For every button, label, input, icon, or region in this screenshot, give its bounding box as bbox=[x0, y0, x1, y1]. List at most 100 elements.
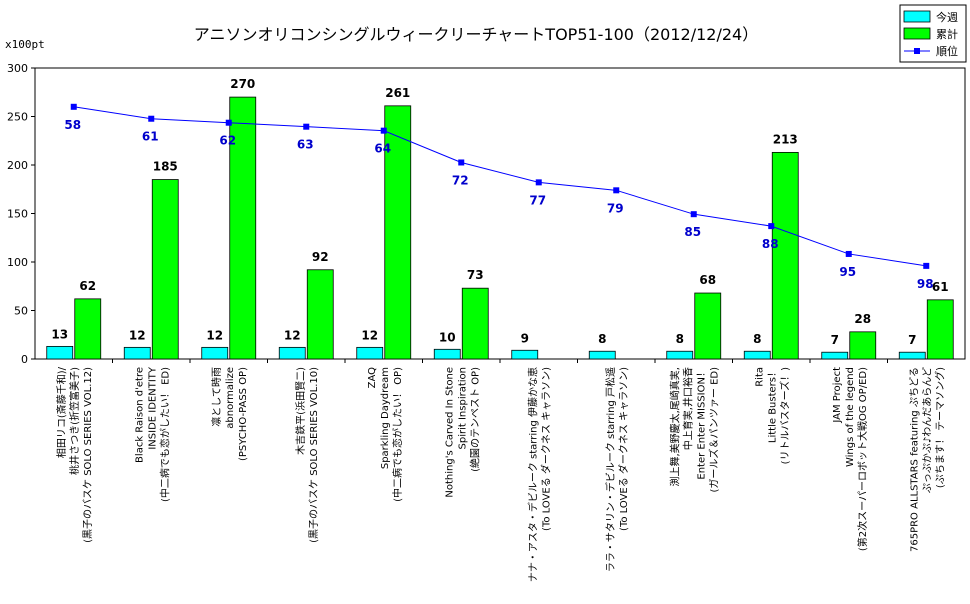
data-label-total: 213 bbox=[773, 132, 798, 146]
bar-total bbox=[74, 298, 102, 360]
data-label-weekly: 12 bbox=[361, 328, 378, 342]
bar-weekly bbox=[46, 345, 74, 360]
bar-total bbox=[384, 105, 412, 360]
legend-marker-rank bbox=[914, 48, 920, 54]
rank-marker bbox=[845, 250, 852, 257]
category-label: (絶園のテンペスト OP) bbox=[468, 367, 481, 472]
category-label: Black Raison d'etre bbox=[134, 367, 145, 463]
category-label: 凛として時雨 bbox=[210, 367, 223, 427]
legend-label-rank: 順位 bbox=[936, 44, 958, 58]
rank-label: 88 bbox=[762, 237, 779, 251]
rank-marker bbox=[70, 103, 77, 110]
bar-weekly bbox=[511, 349, 539, 360]
legend: 今週 累計 順位 bbox=[899, 4, 967, 63]
category-label: Little Busters！ bbox=[767, 367, 778, 443]
category-label: (ぷちます！ テーマソング) bbox=[933, 367, 946, 488]
bar-total bbox=[229, 96, 257, 360]
rank-label: 62 bbox=[219, 134, 236, 148]
rank-label: 77 bbox=[529, 193, 546, 207]
category-label: ZAQ bbox=[367, 367, 378, 389]
legend-label-total: 累計 bbox=[936, 27, 958, 41]
category-label: Wings of the legend bbox=[845, 367, 856, 467]
bar-weekly bbox=[666, 350, 694, 360]
data-label-total: 261 bbox=[385, 86, 410, 100]
category-label: (To LOVEる ダークネス キャラソン) bbox=[617, 367, 630, 531]
rank-marker bbox=[458, 159, 465, 166]
data-label-total: 61 bbox=[932, 280, 949, 294]
category-label: 渕上舞,美野慶太,尾崎真実, bbox=[668, 367, 681, 487]
data-label-total: 62 bbox=[79, 279, 96, 293]
data-label-weekly: 9 bbox=[521, 331, 529, 345]
rank-label: 64 bbox=[374, 142, 391, 156]
bar-weekly bbox=[898, 351, 926, 360]
rank-label: 95 bbox=[839, 265, 856, 279]
legend-label-weekly: 今週 bbox=[936, 10, 958, 24]
rank-label: 63 bbox=[297, 138, 314, 152]
category-label: INSIDE IDENTITY bbox=[147, 366, 158, 450]
category-label: Nothing's Carved In Stone bbox=[444, 367, 455, 498]
bar-weekly bbox=[123, 346, 151, 360]
rank-marker bbox=[225, 119, 232, 126]
y-tick-label: 250 bbox=[7, 111, 28, 124]
bar-weekly bbox=[278, 346, 306, 360]
data-label-total: 73 bbox=[467, 268, 484, 282]
data-label-weekly: 8 bbox=[598, 332, 606, 346]
plot-area: 0 50 100 150 200 250 300 13 62 12 185 12 270 12 92 12 26… bbox=[7, 62, 966, 582]
category-label: ナナ・アスタ・デビルーク starring 伊藤かな恵 bbox=[526, 367, 539, 582]
rank-marker bbox=[923, 262, 930, 269]
y-tick-label: 200 bbox=[7, 159, 28, 172]
bar-total bbox=[926, 299, 954, 360]
category-label: (黒子のバスケ SOLO SERIES VOL.10) bbox=[308, 367, 320, 543]
rank-label: 58 bbox=[64, 118, 81, 132]
bar-total bbox=[306, 269, 334, 360]
y-unit-label: x100pt bbox=[5, 38, 45, 51]
bar-total bbox=[694, 292, 722, 360]
y-tick-label: 150 bbox=[7, 208, 28, 221]
data-label-weekly: 8 bbox=[753, 332, 761, 346]
category-label: Rita bbox=[754, 367, 765, 387]
data-label-weekly: 12 bbox=[206, 328, 223, 342]
category-label: ぷっぷかぷ♪わんだあらんど bbox=[921, 367, 933, 493]
category-label: 木吉鉄平(浜田賢二) bbox=[294, 367, 307, 455]
bar-total bbox=[849, 331, 877, 360]
category-label: Enter Enter MISSION！ bbox=[696, 367, 707, 480]
category-label: (黒子のバスケ SOLO SERIES VOL.12) bbox=[82, 367, 94, 543]
rank-label: 79 bbox=[607, 201, 624, 215]
category-label: (中二病でも恋がしたい！ ED) bbox=[158, 367, 171, 502]
bar-weekly bbox=[743, 350, 771, 360]
chart-title: アニソンオリコンシングルウィークリーチャートTOP51-100（2012/12/… bbox=[194, 25, 758, 44]
category-label: ララ・サタリン・デビルーク starring 戸松遥 bbox=[604, 367, 617, 572]
bar-weekly bbox=[433, 348, 461, 360]
bar-weekly bbox=[588, 350, 616, 360]
category-label: Spirit Inspiration bbox=[457, 367, 468, 449]
rank-marker bbox=[535, 179, 542, 186]
y-tick-label: 100 bbox=[7, 256, 28, 269]
category-label: abnormalize bbox=[225, 367, 236, 429]
bar-total bbox=[151, 179, 179, 360]
rank-label: 85 bbox=[684, 225, 701, 239]
category-label: 相田リコ(斎藤千和)/ bbox=[55, 366, 68, 458]
bar-weekly bbox=[821, 351, 849, 360]
rank-marker bbox=[148, 115, 155, 122]
category-label: (中二病でも恋がしたい！ OP) bbox=[391, 367, 404, 502]
bar-weekly bbox=[201, 346, 229, 360]
rank-marker bbox=[380, 127, 387, 134]
legend-swatch-total bbox=[903, 27, 931, 40]
bar-total bbox=[461, 287, 489, 360]
category-label: 中上育実,井口裕香 bbox=[681, 367, 694, 450]
data-label-weekly: 8 bbox=[676, 332, 684, 346]
data-label-weekly: 12 bbox=[284, 328, 301, 342]
data-label-total: 68 bbox=[699, 273, 716, 287]
data-label-weekly: 12 bbox=[129, 328, 146, 342]
category-label: (To LOVEる ダークネス キャラソン) bbox=[539, 367, 552, 531]
category-label: 桃井さつき(折笠富美子) bbox=[68, 367, 81, 475]
category-label: 765PRO ALLSTARS featuring ぷちどる bbox=[908, 367, 920, 552]
rank-label: 98 bbox=[917, 277, 934, 291]
rank-marker bbox=[613, 187, 620, 194]
bar-total bbox=[771, 151, 799, 360]
y-tick-label: 0 bbox=[21, 353, 28, 366]
data-label-weekly: 7 bbox=[908, 333, 916, 347]
data-label-total: 270 bbox=[230, 77, 255, 91]
data-label-total: 28 bbox=[854, 312, 871, 326]
